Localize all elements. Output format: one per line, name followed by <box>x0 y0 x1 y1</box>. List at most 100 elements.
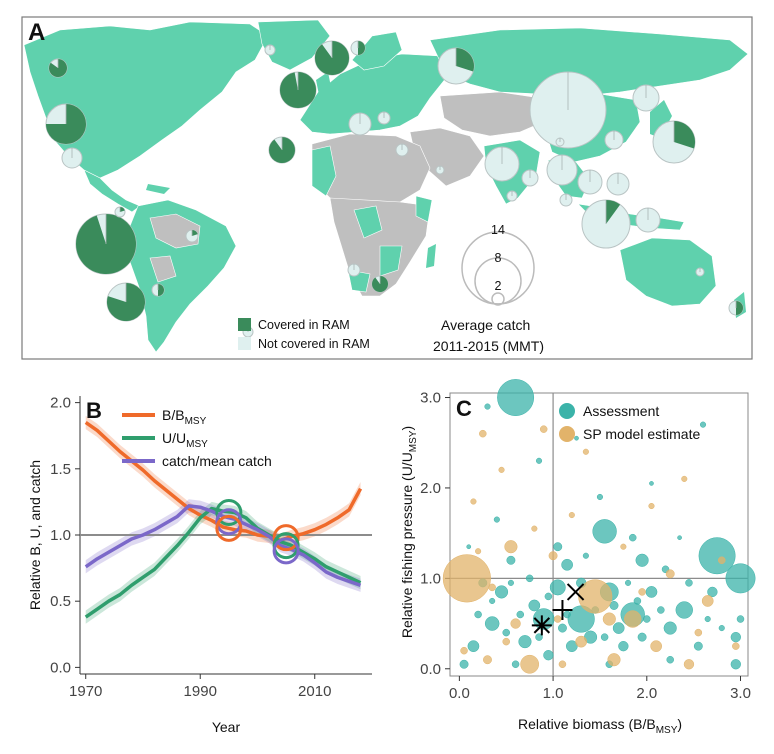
panel-c-point-sp <box>558 660 567 668</box>
catch-pie <box>555 137 565 147</box>
panel-c-chart: 0.0 1.0 2.0 3.0 0.0 1.0 2.0 3.0 C Assessment SP… <box>399 379 756 736</box>
panel-c-point-assessment <box>657 606 665 614</box>
panel-c-point-sp <box>578 579 613 614</box>
size-label-2: 2 <box>495 279 502 293</box>
panel-c-ylabel: Relative fishing pressure (U/UMSY) <box>399 426 419 638</box>
panel-b-ytick-label: 1.5 <box>50 461 71 478</box>
panel-c-point-assessment <box>675 601 693 619</box>
catch-pie <box>435 165 445 175</box>
catch-pie <box>347 263 361 277</box>
catch-pie <box>604 130 624 150</box>
panel-c-ytick-label: 1.0 <box>420 570 441 587</box>
panel-c-point-assessment <box>643 615 651 623</box>
size-legend-title-line2: 2011-2015 (MMT) <box>433 338 544 354</box>
panel-c-point-assessment <box>528 599 541 612</box>
panel-c-ylabel-sub: MSY <box>408 430 419 452</box>
panel-c-point-assessment <box>543 650 554 661</box>
land-greenland <box>257 19 331 71</box>
panel-c-point-assessment <box>561 558 573 571</box>
land-caribbean <box>146 184 170 194</box>
legend-dot-sp-model <box>559 426 575 442</box>
panel-c-point-assessment <box>718 625 725 632</box>
land-south-america <box>125 199 237 353</box>
catch-pie <box>377 111 391 125</box>
catch-pie <box>521 169 539 187</box>
panel-b-ytick-label: 2.0 <box>50 395 71 412</box>
catch-pie <box>577 169 603 195</box>
panel-c-ytick-label: 2.0 <box>420 480 441 497</box>
panel-c-point-assessment <box>535 457 543 464</box>
land-madagascar <box>426 244 436 268</box>
panel-c-point-assessment <box>502 628 510 637</box>
land-uk <box>316 72 332 100</box>
panel-c-point-sp <box>531 525 538 532</box>
panel-b-highlight-circle <box>215 514 243 542</box>
panel-c-point-assessment <box>637 632 647 642</box>
size-label-8: 8 <box>495 251 502 265</box>
panel-c-point-assessment <box>666 655 674 664</box>
panel-c-point-assessment <box>518 635 532 649</box>
panel-c-point-assessment <box>730 659 741 670</box>
panel-c-marker-x <box>566 583 585 601</box>
panel-c-point-assessment <box>525 574 534 583</box>
panel-c-point-assessment <box>612 622 625 634</box>
catch-pie <box>314 40 350 76</box>
panel-c-point-assessment <box>618 641 629 652</box>
panel-c-point-assessment <box>628 533 637 542</box>
catch-pie <box>350 40 366 56</box>
panel-c-marker-plus <box>552 599 573 620</box>
panel-c-point-assessment <box>558 623 567 633</box>
panel-c-point-assessment <box>506 555 516 565</box>
panel-c-point-assessment <box>693 641 703 651</box>
catch-pie <box>506 190 518 202</box>
panel-c-point-sp <box>498 466 505 473</box>
catch-pie-covered <box>456 48 474 72</box>
panel-c-point-sp <box>602 612 616 626</box>
panel-c-point-sp <box>504 540 518 554</box>
catch-pie <box>61 147 83 169</box>
panel-c-point-assessment <box>707 586 718 598</box>
catch-pie <box>348 112 372 136</box>
panel-c-point-assessment <box>600 633 609 641</box>
panel-c-point-sp <box>683 659 695 670</box>
panel-c-point-sp <box>502 637 510 646</box>
catch-pie <box>606 172 630 196</box>
size-legend-title-line1: Average catch <box>441 317 530 333</box>
panel-c-point-assessment <box>633 597 642 605</box>
panel-c-point-sp <box>460 646 468 655</box>
panel-c-point-sp <box>650 640 663 653</box>
legend-label-covered: Covered in RAM <box>258 318 350 332</box>
panel-c-point-sp <box>442 554 491 603</box>
panel-c-point-assessment <box>699 421 707 428</box>
panel-c-ylabel-main: Relative fishing pressure (U/U <box>399 452 415 638</box>
panel-c-point-assessment <box>516 610 525 619</box>
catch-pie <box>581 199 631 249</box>
landmasses <box>23 19 749 353</box>
panel-c-point-sp <box>548 551 558 561</box>
panel-b-highlight-circle <box>215 498 243 526</box>
panel-c-point-assessment <box>649 481 654 486</box>
panel-c-point-sp <box>665 569 675 579</box>
panel-c-point-assessment <box>484 403 491 410</box>
panel-c-point-assessment <box>563 610 571 619</box>
panel-c-point-sp <box>701 595 714 607</box>
catch-pie <box>106 282 146 322</box>
panel-c-point-assessment <box>685 579 693 587</box>
land-africa-coastal <box>311 145 433 293</box>
land-japan <box>650 100 672 138</box>
panel-c-point-sp <box>483 655 492 665</box>
panel-c-point-assessment <box>511 660 520 668</box>
panel-c-point-sp <box>624 610 642 628</box>
legend-b-main: B/B <box>162 407 185 423</box>
panel-c-point-assessment <box>459 659 469 669</box>
panel-b-legend: B/BMSY U/UMSY catch/mean catch <box>122 407 272 469</box>
legend-swatch-not-covered <box>238 337 251 350</box>
panel-c-xlabel-main: Relative biomass (B/B <box>518 716 656 732</box>
panel-c-point-sp <box>554 615 562 623</box>
panel-c-ylabel-end: ) <box>399 426 415 431</box>
panel-c-point-assessment <box>663 621 677 635</box>
size-circle-8 <box>474 257 522 305</box>
panel-c-point-assessment <box>484 616 500 631</box>
panel-c-markers <box>531 583 585 636</box>
